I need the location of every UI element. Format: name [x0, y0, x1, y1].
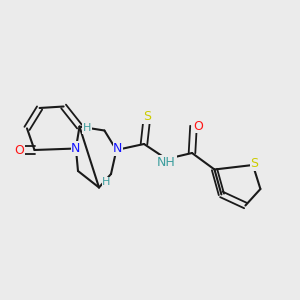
Text: H: H	[83, 123, 91, 133]
Text: S: S	[143, 110, 151, 124]
Text: N: N	[113, 142, 123, 155]
Text: H: H	[102, 177, 111, 187]
Text: N: N	[71, 142, 81, 155]
Text: NH: NH	[157, 155, 176, 169]
Text: O: O	[193, 119, 203, 133]
Text: S: S	[250, 157, 258, 170]
Text: O: O	[15, 143, 24, 157]
